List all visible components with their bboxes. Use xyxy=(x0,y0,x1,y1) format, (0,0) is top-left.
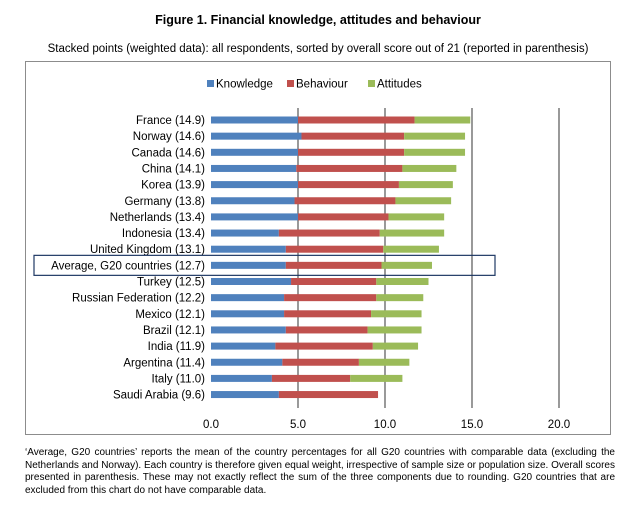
x-axis-ticks: 0.0 5.0 10.0 15.0 20.0 xyxy=(203,419,570,431)
bar-china-behaviour xyxy=(296,164,403,172)
bar-canada-attitudes xyxy=(404,148,466,156)
bar-norway-attitudes xyxy=(404,132,466,140)
bar-indonesia-attitudes xyxy=(379,229,445,237)
category-label-germany: Germany (13.8) xyxy=(124,196,205,208)
bar-canada-knowledge xyxy=(211,148,298,156)
bar-saudi-arabia-knowledge xyxy=(211,391,279,399)
category-label-united-kingdom: United Kingdom (13.1) xyxy=(90,244,205,256)
category-label-korea: Korea (13.9) xyxy=(141,180,205,192)
bar-germany-knowledge xyxy=(211,197,295,205)
bar-united-kingdom-attitudes xyxy=(383,245,439,253)
bar-united-kingdom-knowledge xyxy=(211,245,286,253)
category-label-india: India (11.9) xyxy=(148,341,205,353)
bar-italy-knowledge xyxy=(211,374,272,382)
bar-china-attitudes xyxy=(402,164,457,172)
category-label-italy: Italy (11.0) xyxy=(152,373,206,385)
bar-brazil-attitudes xyxy=(367,326,422,334)
category-label-canada: Canada (14.6) xyxy=(131,147,205,159)
bar-korea-knowledge xyxy=(211,181,298,189)
legend-label-behaviour: Behaviour xyxy=(296,79,348,91)
bar-netherlands-knowledge xyxy=(211,213,298,221)
category-label-turkey: Turkey (12.5) xyxy=(137,277,205,289)
bar-germany-behaviour xyxy=(294,197,396,205)
bar-italy-behaviour xyxy=(271,374,351,382)
category-labels: France (14.9) Norway (14.6) Canada (14.6) C… xyxy=(51,115,205,402)
bar-france-attitudes xyxy=(414,116,471,124)
x-tick-label-20: 20.0 xyxy=(548,419,570,431)
figure-title: Figure 1. Financial knowledge, attitudes… xyxy=(155,13,481,27)
bar-mexico-knowledge xyxy=(211,310,285,318)
bar-china-knowledge xyxy=(211,164,297,172)
bar-netherlands-behaviour xyxy=(298,213,389,221)
legend-swatch-attitudes xyxy=(368,80,375,87)
bar-argentina-behaviour xyxy=(282,358,359,366)
bar-turkey-behaviour xyxy=(291,278,377,285)
gridlines xyxy=(297,108,560,408)
bar-italy-attitudes xyxy=(350,374,403,382)
category-label-norway: Norway (14.6) xyxy=(133,131,205,143)
category-label-brazil: Brazil (12.1) xyxy=(143,325,205,337)
category-label-netherlands: Netherlands (13.4) xyxy=(110,212,205,224)
bar-brazil-behaviour xyxy=(285,326,368,334)
bar-average-g20-countries-attitudes xyxy=(381,261,432,269)
x-tick-label-5: 5.0 xyxy=(290,419,306,431)
figure-subtitle: Stacked points (weighted data): all resp… xyxy=(47,43,589,55)
bars xyxy=(211,116,471,399)
bar-brazil-knowledge xyxy=(211,326,286,334)
x-tick-label-15: 15.0 xyxy=(461,419,483,431)
bar-france-knowledge xyxy=(211,116,298,124)
category-label-indonesia: Indonesia (13.4) xyxy=(122,228,205,240)
bar-turkey-attitudes xyxy=(376,278,429,285)
legend-swatch-knowledge xyxy=(207,80,214,87)
bar-india-behaviour xyxy=(275,342,373,350)
bar-mexico-behaviour xyxy=(284,310,372,318)
chart-frame: France (14.9) Norway (14.6) Canada (14.6) C… xyxy=(25,61,611,435)
legend-label-knowledge: Knowledge xyxy=(216,79,273,91)
bar-argentina-knowledge xyxy=(211,358,283,366)
bar-russian-federation-knowledge xyxy=(211,294,285,302)
stacked-bar-chart: France (14.9) Norway (14.6) Canada (14.6) C… xyxy=(33,79,570,431)
legend-swatch-behaviour xyxy=(287,80,294,87)
bar-korea-attitudes xyxy=(398,181,453,189)
bar-russian-federation-behaviour xyxy=(284,294,377,302)
x-tick-label-10: 10.0 xyxy=(374,419,396,431)
category-label-china: China (14.1) xyxy=(142,163,205,175)
bar-india-knowledge xyxy=(211,342,276,350)
legend-label-attitudes: Attitudes xyxy=(377,79,422,91)
bar-saudi-arabia-behaviour xyxy=(278,391,379,399)
bar-united-kingdom-behaviour xyxy=(285,245,384,253)
bar-norway-knowledge xyxy=(211,132,302,140)
bar-india-attitudes xyxy=(372,342,419,350)
bar-norway-behaviour xyxy=(301,132,405,140)
category-label-average-g20-countries: Average, G20 countries (12.7) xyxy=(51,260,205,272)
bar-canada-behaviour xyxy=(298,148,405,156)
bar-average-g20-countries-behaviour xyxy=(285,261,382,269)
bar-netherlands-attitudes xyxy=(388,213,445,221)
bar-turkey-knowledge xyxy=(211,278,292,285)
bar-argentina-attitudes xyxy=(358,358,410,366)
legend: Knowledge Behaviour Attitudes xyxy=(207,79,422,91)
bar-france-behaviour xyxy=(298,116,415,124)
category-label-argentina: Argentina (11.4) xyxy=(123,357,205,369)
category-label-mexico: Mexico (12.1) xyxy=(135,309,205,321)
x-tick-label-0: 0.0 xyxy=(203,419,219,431)
bar-mexico-attitudes xyxy=(371,310,422,318)
category-label-russian-federation: Russian Federation (12.2) xyxy=(72,293,205,305)
bar-average-g20-countries-knowledge xyxy=(211,261,286,269)
category-label-france: France (14.9) xyxy=(136,115,205,127)
category-label-saudi-arabia: Saudi Arabia (9.6) xyxy=(113,390,205,402)
average-highlight-box xyxy=(33,254,496,276)
bar-indonesia-knowledge xyxy=(211,229,279,237)
bar-indonesia-behaviour xyxy=(278,229,380,237)
bar-korea-behaviour xyxy=(298,181,399,189)
footnote: ‘Average, G20 countries’ reports the mea… xyxy=(25,447,615,496)
bar-russian-federation-attitudes xyxy=(376,294,424,302)
bar-germany-attitudes xyxy=(395,197,452,205)
